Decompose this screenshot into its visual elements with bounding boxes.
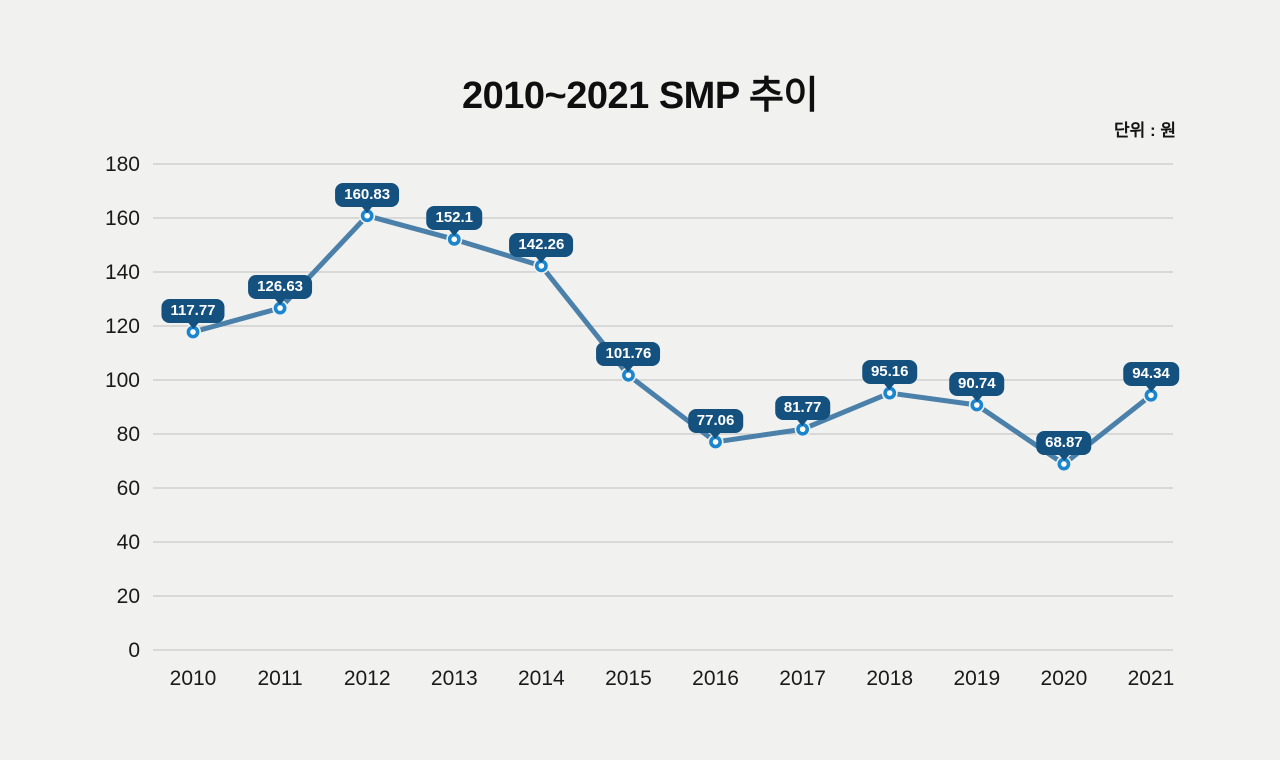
- x-axis-tick-label: 2019: [953, 667, 1001, 690]
- data-label-badge: 160.83: [335, 182, 400, 213]
- data-label-badge: 90.74: [949, 372, 1005, 402]
- y-axis-tick-label: 140: [104, 261, 140, 284]
- data-label-badge: 77.06: [687, 408, 744, 439]
- series-line: [190, 213, 1154, 467]
- y-axis-tick-label: 0: [128, 639, 140, 662]
- y-axis-tick-label: 160: [104, 207, 140, 230]
- y-axis-tick-label: 80: [116, 423, 140, 446]
- y-axis-tick-label: 100: [104, 369, 140, 392]
- data-label-badge: 152.1: [426, 206, 483, 237]
- data-label-badge: 81.77: [774, 396, 831, 427]
- data-label-badge: 94.34: [1123, 362, 1179, 393]
- x-axis-tick-label: 2010: [169, 667, 217, 690]
- x-axis-tick-label: 2014: [518, 667, 565, 690]
- x-axis-tick-label: 2011: [257, 667, 303, 690]
- data-label-badge: 142.26: [509, 232, 574, 263]
- data-label-badge: 95.16: [861, 360, 918, 391]
- y-axis-tick-label: 60: [116, 477, 140, 500]
- x-axis-tick-label: 2013: [430, 667, 478, 690]
- data-label-badge: 101.76: [596, 342, 661, 373]
- y-axis-tick-label: 180: [104, 153, 140, 176]
- x-axis-tick-label: 2018: [866, 667, 914, 690]
- y-axis-tick-label: 40: [116, 531, 140, 554]
- y-axis-tick-label: 20: [116, 585, 140, 608]
- x-axis-tick-label: 2016: [692, 667, 739, 690]
- chart-title: 2010~2021 SMP 추이: [462, 75, 818, 117]
- y-axis-tick-label: 120: [104, 315, 140, 338]
- data-label-badge: 126.63: [248, 275, 313, 306]
- x-axis-tick-label: 2020: [1040, 667, 1088, 690]
- x-axis-tick-label: 2021: [1127, 667, 1175, 690]
- x-axis-tick-label: 2015: [605, 667, 652, 690]
- x-axis-tick-label: 2012: [343, 667, 391, 690]
- x-axis-tick-label: 2017: [779, 667, 826, 690]
- data-label-badge: 117.77: [161, 299, 225, 330]
- data-label-badge: 68.87: [1036, 431, 1092, 462]
- unit-label: 단위 : 원: [1113, 121, 1176, 140]
